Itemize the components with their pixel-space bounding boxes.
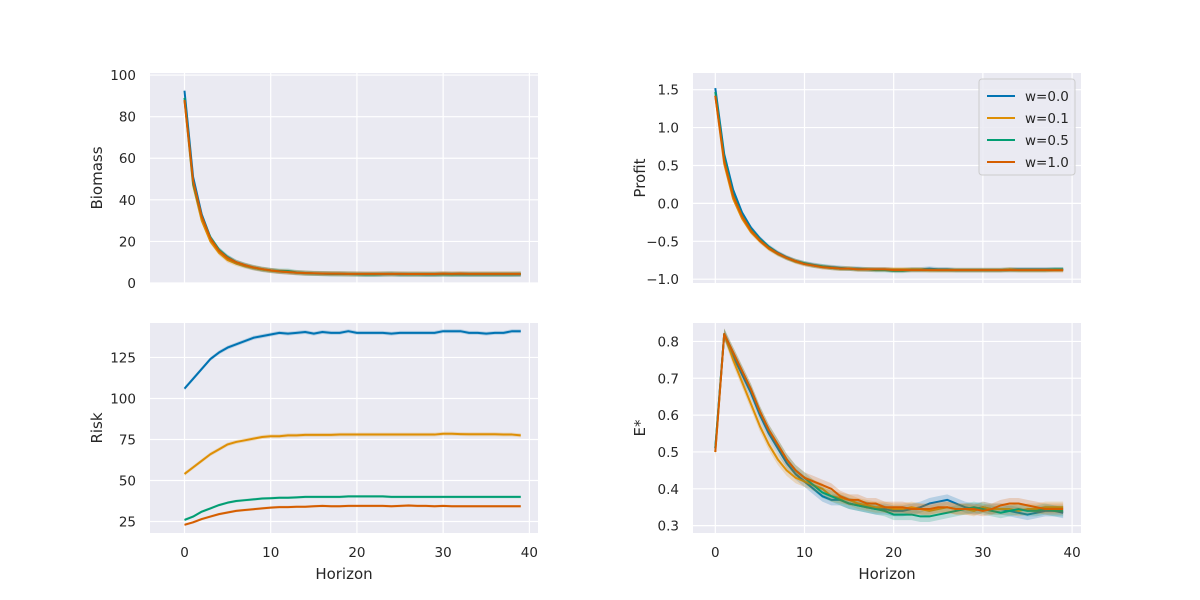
- subplot-top-right: −1.0−0.50.00.51.01.5Profitw=0.0w=0.1w=0.…: [631, 73, 1081, 288]
- y-axis-label: E*: [631, 419, 649, 436]
- y-tick-label: 100: [110, 68, 136, 84]
- y-tick-label: 0.3: [658, 519, 679, 535]
- x-tick-label: 10: [262, 545, 279, 561]
- legend-label: w=0.5: [1025, 133, 1069, 149]
- y-tick-label: 0.6: [658, 408, 679, 424]
- x-tick-label: 40: [521, 545, 538, 561]
- x-tick-label: 0: [180, 545, 189, 561]
- y-tick-label: 40: [119, 193, 136, 209]
- x-axis-label: Horizon: [858, 565, 915, 583]
- series-line: [714, 95, 1064, 272]
- legend: w=0.0 w=0.1 w=0.5 w=1.0: [978, 78, 1076, 176]
- y-tick-label: 0.7: [658, 371, 679, 387]
- x-tick-label: 20: [885, 545, 902, 561]
- plot-area: [150, 323, 538, 533]
- series-line: [183, 432, 521, 475]
- series-line: [183, 330, 521, 390]
- y-tick-label: 60: [119, 151, 136, 167]
- series-line: [184, 504, 521, 526]
- series-w=0.5: [184, 495, 521, 522]
- y-tick-label: 100: [110, 391, 136, 407]
- legend-label: w=0.1: [1025, 111, 1069, 127]
- subplot-bottom-left: 0 10 20 30 40 25 50 75 100 125 Risk Horizon: [88, 323, 538, 583]
- y-tick-label: 0: [127, 276, 136, 292]
- subplot-top-left: 0 20 40 60 80 100 Biomass: [88, 68, 538, 292]
- y-tick-label: 1.0: [658, 121, 679, 137]
- legend-label: w=0.0: [1025, 89, 1069, 105]
- series-w=0.0: [183, 329, 521, 391]
- y-axis-label: Risk: [88, 412, 106, 443]
- plot-area: [150, 73, 538, 283]
- confidence-band: [715, 328, 1064, 522]
- confidence-band: [184, 329, 521, 391]
- x-tick-label: 40: [1063, 545, 1080, 561]
- series-w=1.0: [183, 97, 521, 277]
- subplot-bottom-right: 0 10 20 30 40 0.3 0.4 0.5 0.6 0.7 0.8 E* Horizon: [631, 323, 1081, 583]
- y-tick-label: 75: [119, 432, 136, 448]
- y-tick-label: 20: [119, 234, 136, 250]
- series-w=1.0: [714, 93, 1064, 273]
- y-tick-label: 0.8: [658, 334, 679, 350]
- y-tick-label: 50: [119, 474, 136, 490]
- y-tick-label: 25: [119, 515, 136, 531]
- series-w=0.1: [183, 431, 521, 476]
- x-axis-label: Horizon: [315, 565, 372, 583]
- series-line: [183, 99, 521, 276]
- x-tick-label: 20: [348, 545, 365, 561]
- y-tick-label: 0.5: [658, 445, 679, 461]
- y-tick-label: 0.5: [658, 158, 679, 174]
- y-tick-label: 0.0: [658, 196, 679, 212]
- x-tick-label: 30: [435, 545, 452, 561]
- y-tick-label: 0.4: [658, 482, 679, 498]
- y-tick-label: −0.5: [646, 234, 679, 250]
- series-w=1.0: [714, 328, 1064, 517]
- y-axis-label: Biomass: [88, 146, 106, 209]
- y-tick-label: −1.0: [646, 272, 679, 288]
- legend-label: w=1.0: [1025, 155, 1069, 171]
- y-axis-label: Profit: [631, 158, 649, 197]
- confidence-band: [184, 431, 521, 476]
- y-tick-label: 125: [110, 350, 136, 366]
- x-tick-label: 10: [796, 545, 813, 561]
- series-line: [184, 495, 521, 521]
- legend-frame: [978, 78, 1076, 176]
- plot-area: [693, 323, 1081, 533]
- y-tick-label: 80: [119, 110, 136, 126]
- y-tick-label: 1.5: [658, 83, 679, 99]
- series-line: [714, 333, 1064, 512]
- x-tick-label: 30: [974, 545, 991, 561]
- x-tick-label: 0: [711, 545, 720, 561]
- series-w=1.0: [184, 504, 521, 527]
